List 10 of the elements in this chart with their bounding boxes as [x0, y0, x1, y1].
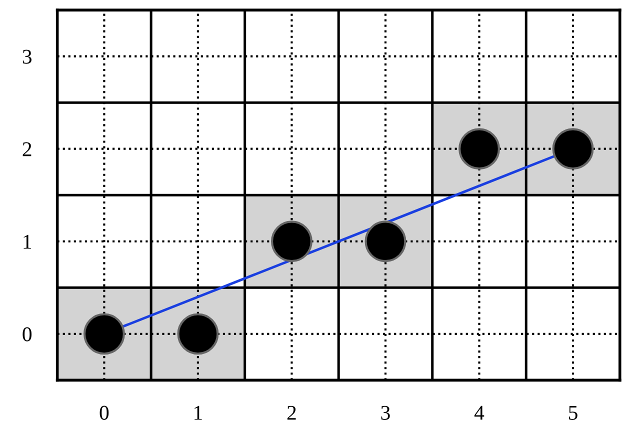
x-tick-label: 0: [100, 406, 109, 420]
y-tick-label: 2: [22, 142, 32, 156]
y-tick-label: 3: [22, 50, 32, 64]
x-tick-label: 5: [569, 406, 578, 420]
x-tick-label: 3: [381, 406, 390, 420]
x-tick-label: 4: [474, 406, 484, 420]
x-tick-label: 1: [194, 406, 202, 420]
x-tick-label: 2: [287, 406, 296, 420]
y-tick-label: 1: [24, 234, 32, 249]
y-tick-label: 0: [22, 327, 32, 342]
